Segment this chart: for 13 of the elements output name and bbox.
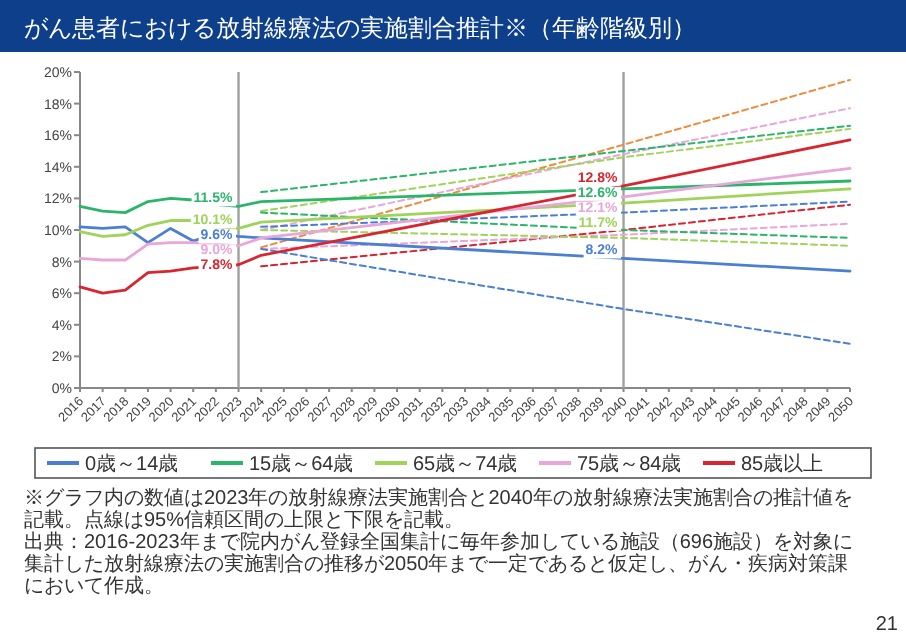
text: ※グラフ内の数値は2023年の放射線療法実施割合と2040年の放射線療法実施割合の推計値を記載。点線は95%信頼区間の上限と下限を記載。 [24,488,855,532]
legend-label: 15歳～64歳 [249,452,354,476]
legend-label: 85歳以上 [741,452,824,476]
line-series [78,138,852,295]
line-series [78,166,852,262]
line-series [78,225,852,273]
legend-label: 65歳～74歳 [413,452,518,476]
text: 21 [875,614,898,636]
source-note: 出典：2016-2023年まで院内がん登録全国集計に毎年参加している施設（696施設）を対象に集計した放射線療法の実施割合の推移が2050年まで一定であると仮定し、がん・疾病対策課において作成。 [24,532,856,598]
legend-label: 75歳～84歳 [577,452,682,476]
line-series [78,179,852,215]
legend-label: 0歳～14歳 [85,452,179,476]
chart-title: がん患者における放射線療法の実施割合推計※（年齢階級別） [24,12,696,46]
